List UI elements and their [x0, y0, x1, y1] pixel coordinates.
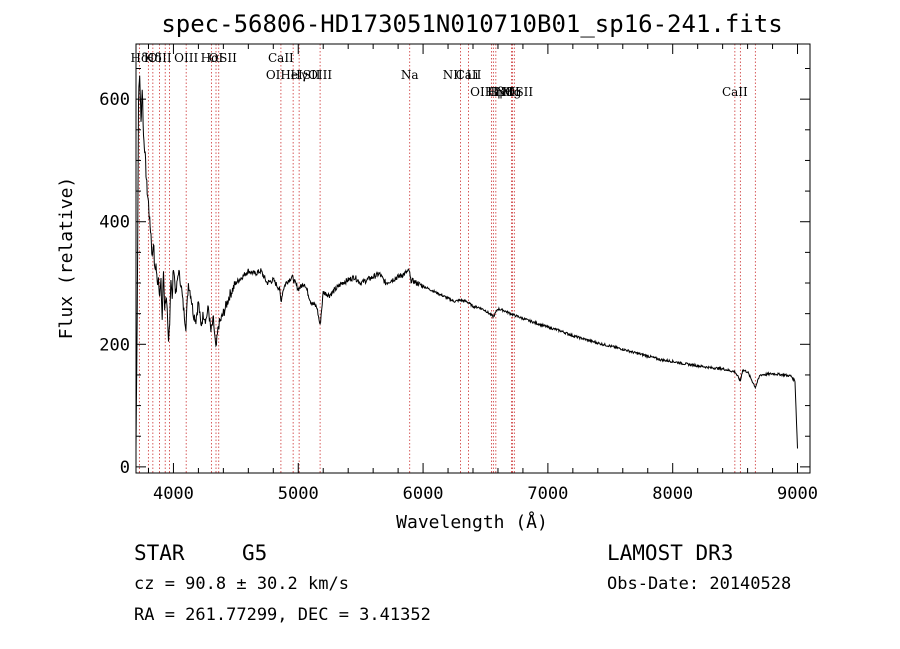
spectral-line-label: HαSII [201, 51, 238, 65]
spectral-line-label: Hδ [131, 51, 149, 65]
y-tick-label: 200 [99, 335, 130, 355]
y-axis-label: Flux (relative) [56, 177, 77, 340]
spectral-line-label: OIII [308, 68, 332, 82]
spectral-line-label: NIISII [495, 85, 533, 99]
chart-title: spec-56806-HD173051N010710B01_sp16-241.f… [161, 10, 782, 38]
spectral-line-label: Na [401, 68, 419, 82]
y-axis-ticks: 0 200 400 600 [99, 68, 810, 478]
spectral-line-label: OI [505, 85, 520, 99]
redshift-cz: cz = 90.8 ± 30.2 km/s [134, 574, 349, 594]
x-tick-label: 7000 [527, 484, 568, 504]
x-axis-ticks: 4000 5000 6000 7000 8000 9000 [147, 44, 818, 504]
spectral-line-label: OIII [174, 51, 198, 65]
spectral-line-label: Hδ [144, 51, 162, 65]
spectral-line-label: CaII [722, 85, 748, 99]
spectral-line-label: Hβ [487, 85, 504, 99]
spectrum-series-line [135, 75, 798, 449]
y-tick-label: 400 [99, 213, 130, 233]
spectral-line-label: OIII [148, 51, 172, 65]
x-tick-label: 9000 [777, 484, 818, 504]
x-tick-label: 4000 [153, 484, 194, 504]
object-subclass: G5 [242, 541, 267, 565]
observation-date: Obs-Date: 20140528 [607, 574, 791, 594]
spectral-line-label: G [489, 85, 499, 99]
x-axis-label: Wavelength (Å) [396, 511, 548, 533]
spectral-line-label: NII Li [443, 68, 479, 82]
x-tick-label: 5000 [278, 484, 319, 504]
spectral-line-label: CaII [268, 51, 294, 65]
spectral-line-label: OI [209, 51, 224, 65]
spectral-line-label: CaII [456, 68, 482, 82]
x-tick-label: 8000 [652, 484, 693, 504]
x-tick-label: 6000 [403, 484, 444, 504]
spectral-line-label: OIHηH [470, 85, 513, 99]
object-class: STAR [134, 541, 185, 565]
spectral-line-label: Hγ [290, 68, 308, 82]
spectral-line-markers [138, 44, 756, 473]
plot-frame [135, 43, 811, 474]
spectral-line-label: K [144, 51, 154, 65]
y-tick-label: 600 [99, 90, 130, 110]
ra-dec: RA = 261.77299, DEC = 3.41352 [134, 605, 431, 625]
spectral-line-label: Mg [501, 85, 521, 99]
y-tick-label: 0 [120, 458, 130, 478]
survey-name: LAMOST DR3 [607, 541, 733, 565]
spectral-line-label: OIHeISII [266, 68, 321, 82]
